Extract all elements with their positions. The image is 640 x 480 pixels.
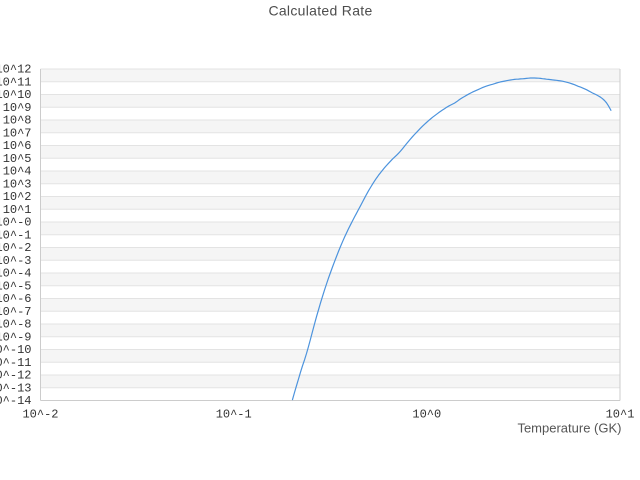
svg-text:10^-8: 10^-8 <box>0 318 32 332</box>
svg-text:10^6: 10^6 <box>3 139 32 153</box>
svg-text:10^-10: 10^-10 <box>0 343 32 357</box>
svg-text:10^5: 10^5 <box>3 152 32 166</box>
svg-text:10^-1: 10^-1 <box>216 408 252 422</box>
svg-text:10^-6: 10^-6 <box>0 292 32 306</box>
svg-text:10^0: 10^0 <box>412 408 441 422</box>
svg-text:10^1: 10^1 <box>3 203 32 217</box>
svg-text:10^12: 10^12 <box>0 63 32 77</box>
svg-text:10^8: 10^8 <box>3 114 32 128</box>
svg-text:10^-13: 10^-13 <box>0 381 32 395</box>
svg-text:10^10: 10^10 <box>0 88 32 102</box>
svg-text:10^-7: 10^-7 <box>0 305 32 319</box>
svg-text:10^-9: 10^-9 <box>0 330 32 344</box>
svg-text:10^7: 10^7 <box>3 126 32 140</box>
svg-text:10^3: 10^3 <box>3 177 32 191</box>
svg-text:10^-2: 10^-2 <box>22 408 58 422</box>
svg-text:10^1: 10^1 <box>606 408 635 422</box>
svg-text:10^2: 10^2 <box>3 190 32 204</box>
svg-text:10^-5: 10^-5 <box>0 279 32 293</box>
svg-text:10^-0: 10^-0 <box>0 216 32 230</box>
svg-text:10^-3: 10^-3 <box>0 254 32 268</box>
svg-text:10^-11: 10^-11 <box>0 356 32 370</box>
svg-text:10^9: 10^9 <box>3 101 32 115</box>
svg-text:10^-1: 10^-1 <box>0 228 32 242</box>
svg-text:10^11: 10^11 <box>0 75 32 89</box>
svg-text:10^-14: 10^-14 <box>0 394 32 408</box>
svg-text:10^4: 10^4 <box>3 165 32 179</box>
svg-text:10^-4: 10^-4 <box>0 267 32 281</box>
svg-text:10^-12: 10^-12 <box>0 369 32 383</box>
svg-text:10^-2: 10^-2 <box>0 241 32 255</box>
svg-text:Temperature (GK): Temperature (GK) <box>517 421 621 436</box>
svg-text:Calculated Rate: Calculated Rate <box>268 3 372 19</box>
